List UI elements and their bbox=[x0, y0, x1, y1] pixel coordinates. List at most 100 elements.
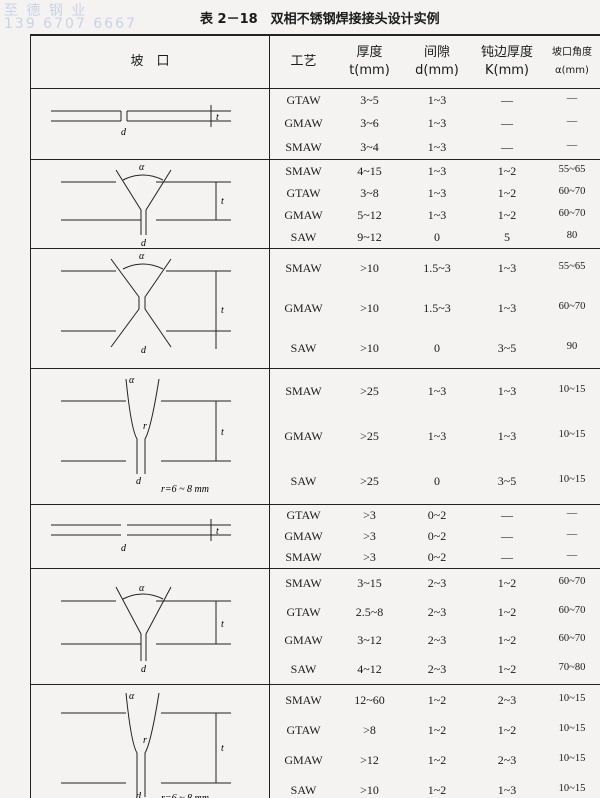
groove-diagram: α t d bbox=[31, 160, 270, 248]
label-d: d bbox=[121, 543, 127, 554]
joint-group: α t d SMAW 4~15 1~3 1~2 55~65 GTAW 3~8 1~3 1~2 60~70… bbox=[31, 160, 600, 249]
cell-root-face: — bbox=[501, 116, 513, 131]
cell-process: SAW bbox=[290, 474, 317, 488]
cell-angle: 10~15 bbox=[558, 474, 586, 485]
label-alpha: α bbox=[129, 375, 135, 386]
cell-root-face: 2~3 bbox=[497, 752, 517, 767]
cell-angle: 60~70 bbox=[558, 185, 586, 197]
cell-gap: 1~2 bbox=[427, 752, 447, 767]
cell-angle: — bbox=[566, 139, 578, 151]
table-row: SMAW 4~15 1~3 1~2 55~65 bbox=[270, 164, 600, 179]
table-row: SMAW >25 1~3 1~3 10~15 bbox=[270, 384, 600, 399]
label-r-note: r=6 ~ 8 mm bbox=[161, 793, 209, 798]
cell-process: GTAW bbox=[286, 604, 321, 619]
watermark-company: 至 德 钢 业 bbox=[4, 3, 88, 19]
cell-angle: — bbox=[566, 116, 578, 128]
cell-angle: 10~15 bbox=[558, 692, 586, 704]
cell-process: SMAW bbox=[285, 261, 322, 276]
cell-gap: 0 bbox=[434, 340, 440, 355]
cell-angle: 80 bbox=[566, 229, 578, 241]
cell-angle: 60~70 bbox=[558, 633, 586, 645]
joint-group: t d GTAW 3~5 1~3— — GMAW 3~6 1~3— — SMAW 3~4 1~3— — bbox=[31, 89, 600, 160]
table-row: GTAW >3 0~2 — — bbox=[270, 508, 600, 523]
label-alpha: α bbox=[139, 251, 145, 262]
cell-gap: 1~2 bbox=[427, 782, 447, 797]
table-row: GMAW 3~12 2~3 1~2 60~70 bbox=[270, 633, 600, 648]
label-d: d bbox=[121, 127, 127, 138]
cell-gap: 1~3 bbox=[427, 139, 447, 154]
groove-drawing: td bbox=[51, 519, 231, 554]
cell-root-face: — bbox=[501, 93, 513, 108]
cell-process: GTAW bbox=[286, 185, 321, 200]
cell-gap: 1~3 bbox=[427, 163, 447, 178]
cell-angle: 55~65 bbox=[558, 163, 586, 175]
cell-thickness: >25 bbox=[360, 429, 379, 443]
cell-angle: 10~15 bbox=[558, 752, 586, 764]
joint-group: α r t d r=6 ~ 8 mm SMAW >25 1~3 1~3 10~15 GMAW >25 1… bbox=[31, 369, 600, 505]
joint-group: t d GTAW >3 0~2— — GMAW >3 0~2— — SMAW >3 0~2— — bbox=[31, 505, 600, 569]
cell-gap: 1~3 bbox=[427, 384, 447, 398]
label-r: r bbox=[143, 735, 147, 746]
cell-process: SAW bbox=[290, 229, 317, 244]
cell-gap: 2~3 bbox=[427, 604, 447, 619]
cell-root-face: 1~3 bbox=[497, 429, 517, 443]
label-alpha: α bbox=[139, 583, 145, 594]
cell-process: GMAW bbox=[284, 116, 323, 131]
cell-process: GMAW bbox=[284, 752, 323, 767]
cell-root-face: 1~2 bbox=[497, 633, 517, 648]
cell-process: GMAW bbox=[284, 429, 323, 443]
table-row: GMAW >25 1~3 1~3 10~15 bbox=[270, 429, 600, 444]
table-row: GMAW 5~12 1~3 1~2 60~70 bbox=[270, 208, 600, 223]
cell-gap: 0 bbox=[434, 474, 440, 488]
cell-thickness: 3~12 bbox=[357, 633, 382, 648]
table-row: SMAW >10 1.5~3 1~3 55~65 bbox=[270, 261, 600, 276]
cell-angle: 90 bbox=[566, 340, 578, 352]
cell-process: GTAW bbox=[286, 722, 321, 737]
cell-angle: 55~65 bbox=[558, 261, 586, 273]
cell-root-face: 1~3 bbox=[497, 782, 517, 797]
cell-root-face: 2~3 bbox=[497, 692, 517, 707]
cell-angle: — bbox=[566, 93, 578, 105]
cell-angle: 10~15 bbox=[558, 722, 586, 734]
cell-angle: 60~70 bbox=[558, 604, 586, 616]
table-header: 坡 口 工艺 厚度 t(mm) 间隙 d(mm) 钝边厚度 K(mm) 坡口角度 α(m… bbox=[31, 36, 600, 89]
cell-gap: 0~2 bbox=[427, 550, 447, 564]
weld-joint-table: 坡 口 工艺 厚度 t(mm) 间隙 d(mm) 钝边厚度 K(mm) 坡口角度 α(m… bbox=[30, 34, 600, 798]
cell-process: SAW bbox=[290, 782, 317, 797]
cell-root-face: 1~2 bbox=[497, 604, 517, 619]
cell-gap: 1~3 bbox=[427, 429, 447, 443]
label-t: t bbox=[216, 526, 219, 537]
cell-gap: 1.5~3 bbox=[423, 261, 451, 276]
cell-root-face: 1~2 bbox=[497, 163, 517, 178]
header-gap: 间隙 d(mm) bbox=[415, 45, 459, 78]
joint-group: α t d SMAW 3~15 2~3 1~2 60~70 GTAW 2.5~8 2~3 1~2 60~… bbox=[31, 569, 600, 685]
groove-drawing: α t d bbox=[61, 251, 231, 356]
label-r: r bbox=[143, 421, 147, 432]
label-d: d bbox=[141, 345, 147, 356]
cell-root-face: — bbox=[501, 508, 513, 522]
table-row: SAW 9~12 0 5 80 bbox=[270, 230, 600, 245]
label-d: d bbox=[141, 238, 147, 248]
cell-gap: 1~3 bbox=[427, 207, 447, 222]
cell-thickness: >10 bbox=[360, 782, 379, 797]
table-row: SMAW 3~15 2~3 1~2 60~70 bbox=[270, 576, 600, 591]
cell-root-face: — bbox=[501, 139, 513, 154]
cell-thickness: 4~12 bbox=[357, 662, 382, 677]
cell-gap: 0~2 bbox=[427, 508, 447, 522]
cell-thickness: >10 bbox=[360, 261, 379, 276]
cell-gap: 1~2 bbox=[427, 722, 447, 737]
cell-thickness: >10 bbox=[360, 340, 379, 355]
table-row: SAW >10 1~2 1~3 10~15 bbox=[270, 783, 600, 798]
cell-thickness: 5~12 bbox=[357, 207, 382, 222]
cell-root-face: 3~5 bbox=[497, 340, 517, 355]
groove-drawing: α r t d r=6 ~ 8 mm bbox=[61, 375, 231, 495]
cell-thickness: >10 bbox=[360, 300, 379, 315]
cell-process: GTAW bbox=[286, 508, 321, 522]
cell-process: SMAW bbox=[285, 139, 322, 154]
cell-process: SAW bbox=[290, 662, 317, 677]
cell-gap: 2~3 bbox=[427, 633, 447, 648]
cell-gap: 1~3 bbox=[427, 116, 447, 131]
table-row: SMAW 3~4 1~3 — — bbox=[270, 140, 600, 155]
